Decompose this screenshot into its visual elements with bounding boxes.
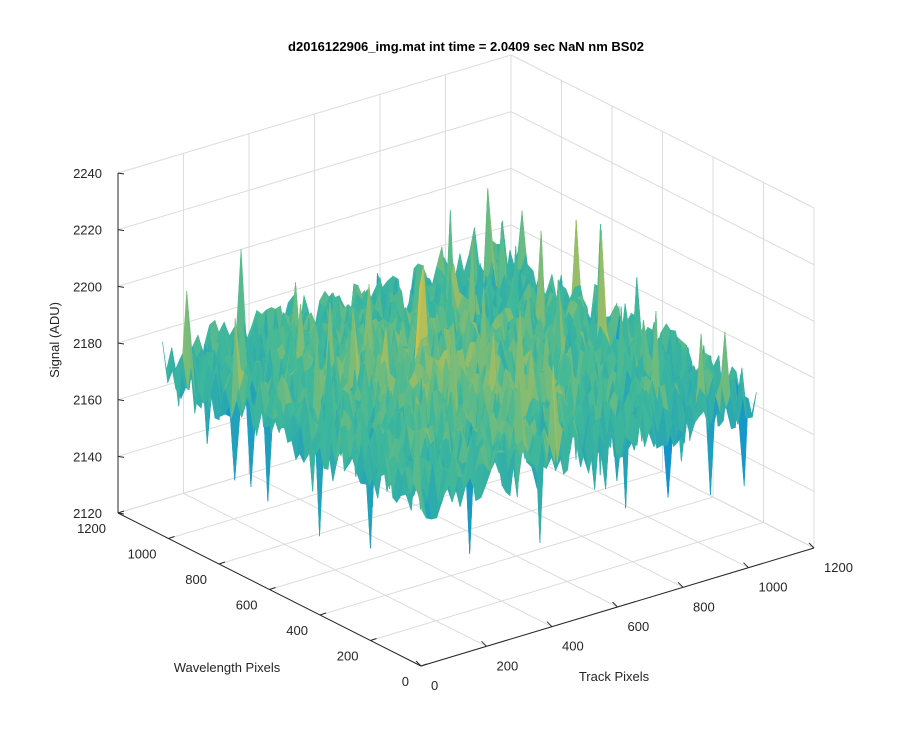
x-tick-label: 600: [628, 619, 650, 634]
z-axis-label: Signal (ADU): [47, 302, 62, 378]
y-tick: [168, 536, 175, 539]
wall-grid-line: [510, 111, 815, 266]
floor-grid-line: [370, 522, 764, 641]
z-tick-label: 2240: [73, 166, 102, 181]
x-tick-label: 1200: [824, 560, 853, 575]
y-tick: [370, 638, 377, 641]
z-tick-label: 2220: [73, 223, 102, 238]
wall-grid-line: [117, 54, 512, 174]
floor-grid-line: [319, 496, 714, 616]
x-tick-label: 800: [693, 599, 715, 614]
chart-title: d2016122906_img.mat int time = 2.0409 se…: [288, 39, 644, 54]
z-tick-label: 2120: [73, 506, 102, 521]
y-axis-label: Wavelength Pixels: [174, 660, 281, 675]
y-tick-label: 0: [402, 674, 409, 689]
z-tick: [117, 172, 125, 175]
wall-grid-line: [117, 111, 512, 231]
z-tick: [117, 455, 125, 458]
z-tick: [117, 285, 125, 288]
z-tick: [117, 342, 125, 345]
y-tick: [269, 587, 276, 590]
y-tick-label: 200: [337, 649, 359, 664]
z-tick-label: 2160: [73, 393, 102, 408]
y-tick: [319, 612, 327, 616]
y-tick-label: 1000: [128, 547, 157, 562]
surface-plot: [162, 188, 757, 554]
z-tick-label: 2140: [73, 449, 102, 464]
wall-grid-line: [510, 224, 815, 379]
y-tick-label: 1200: [77, 521, 106, 536]
y-tick: [218, 561, 226, 565]
wall-grid-line: [117, 167, 512, 287]
y-tick-label: 800: [185, 572, 207, 587]
x-tick-label: 1000: [759, 580, 788, 595]
z-tick-label: 2180: [73, 336, 102, 351]
z-tick: [117, 399, 125, 402]
x-tick-label: 0: [431, 678, 438, 693]
z-tick: [117, 229, 125, 232]
z-tick-label: 2200: [73, 279, 102, 294]
wall-grid-line: [510, 54, 815, 209]
x-axis-label: Track Pixels: [579, 669, 650, 684]
floor-grid-line: [269, 471, 663, 590]
y-tick-label: 600: [236, 598, 258, 613]
x-tick-label: 400: [562, 639, 584, 654]
x-tick-label: 200: [497, 658, 519, 673]
y-tick-label: 400: [286, 623, 308, 638]
wall-grid-line: [510, 167, 815, 322]
wall-grid-line: [117, 224, 512, 344]
y-tick: [420, 663, 428, 667]
